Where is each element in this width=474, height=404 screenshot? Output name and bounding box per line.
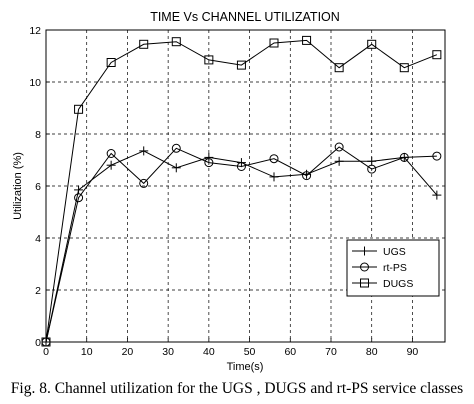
legend-entry-ugs: UGS <box>352 246 406 258</box>
series-rt-ps <box>41 142 442 347</box>
data-point-rt-ps <box>106 149 116 158</box>
data-point-dugs <box>236 60 246 70</box>
data-point-rt-ps <box>236 162 246 171</box>
data-point-dugs <box>171 37 181 47</box>
data-point-rt-ps <box>269 154 279 164</box>
data-point-rt-ps <box>334 142 344 152</box>
x-tick-label: 90 <box>407 346 419 358</box>
data-point-dugs <box>41 337 51 347</box>
y-tick-label: 2 <box>35 285 41 297</box>
data-point-dugs <box>139 39 149 49</box>
x-tick-label: 20 <box>122 346 134 358</box>
x-tick-label: 10 <box>81 346 93 358</box>
x-tick-label: 40 <box>203 346 215 358</box>
data-point-dugs <box>204 55 214 65</box>
data-point-ugs <box>106 160 116 170</box>
data-point-dugs <box>367 39 377 49</box>
data-point-dugs <box>432 50 442 60</box>
figure-caption: Fig. 8. Channel utilization for the UGS … <box>10 380 464 397</box>
legend-label: rt-PS <box>383 262 407 274</box>
y-tick-label: 10 <box>29 77 41 89</box>
legend-entry-dugs: DUGS <box>352 278 413 290</box>
data-point-ugs <box>367 156 377 166</box>
y-axis-label: Utilization (%) <box>12 152 24 220</box>
data-point-rt-ps <box>139 178 149 188</box>
y-tick-label: 8 <box>35 129 41 141</box>
data-point-rt-ps <box>74 193 84 203</box>
y-tick-label: 12 <box>29 25 41 37</box>
data-point-ugs <box>432 190 442 200</box>
x-axis-label: Time(s) <box>227 361 264 373</box>
data-point-dugs <box>106 58 116 67</box>
legend-label: UGS <box>383 246 406 258</box>
chart-title: TIME Vs CHANNEL UTILIZATION <box>150 10 340 24</box>
data-point-dugs <box>334 63 344 73</box>
data-point-ugs <box>74 185 84 195</box>
data-point-dugs <box>269 38 279 48</box>
data-point-rt-ps <box>204 158 214 168</box>
data-point-dugs <box>302 35 312 45</box>
data-point-rt-ps <box>171 143 181 153</box>
data-point-ugs <box>334 156 344 166</box>
x-tick-label: 30 <box>162 346 174 358</box>
data-point-rt-ps <box>432 151 442 161</box>
legend-marker <box>360 246 369 256</box>
x-tick-label: 80 <box>366 346 378 358</box>
data-point-ugs <box>171 163 181 173</box>
data-point-rt-ps <box>302 171 312 181</box>
x-tick-label: 50 <box>244 346 256 358</box>
y-tick-label: 0 <box>35 337 41 349</box>
series-line-rt-ps <box>45 146 437 343</box>
series-line-dugs <box>45 39 438 343</box>
y-tick-label: 6 <box>35 181 41 193</box>
legend-label: DUGS <box>383 278 413 290</box>
x-tick-label: 60 <box>284 346 296 358</box>
data-point-rt-ps <box>367 164 377 174</box>
data-point-dugs <box>399 63 409 73</box>
data-point-ugs <box>204 152 214 162</box>
plot-frame <box>45 29 446 343</box>
data-series <box>41 35 442 347</box>
legend-marker <box>360 278 369 288</box>
y-tick-label: 4 <box>35 233 41 245</box>
data-point-dugs <box>74 104 84 114</box>
data-point-ugs <box>269 172 279 182</box>
series-dugs <box>41 35 442 347</box>
tick-labels: 0 10 20 30 40 50 60 70 80 90 0 2 4 6 8 10 12 <box>29 25 418 358</box>
x-tick-label: 0 <box>43 346 49 358</box>
legend: UGS rt-PS DUGS <box>346 239 440 297</box>
x-tick-label: 70 <box>325 346 337 358</box>
legend-marker <box>360 262 369 272</box>
chart: TIME Vs CHANNEL UTILIZATION 0 10 20 30 40 50 6… <box>12 10 446 373</box>
data-point-rt-ps <box>399 152 409 162</box>
legend-entry-rt-ps: rt-PS <box>352 262 407 274</box>
data-point-ugs <box>139 146 149 156</box>
